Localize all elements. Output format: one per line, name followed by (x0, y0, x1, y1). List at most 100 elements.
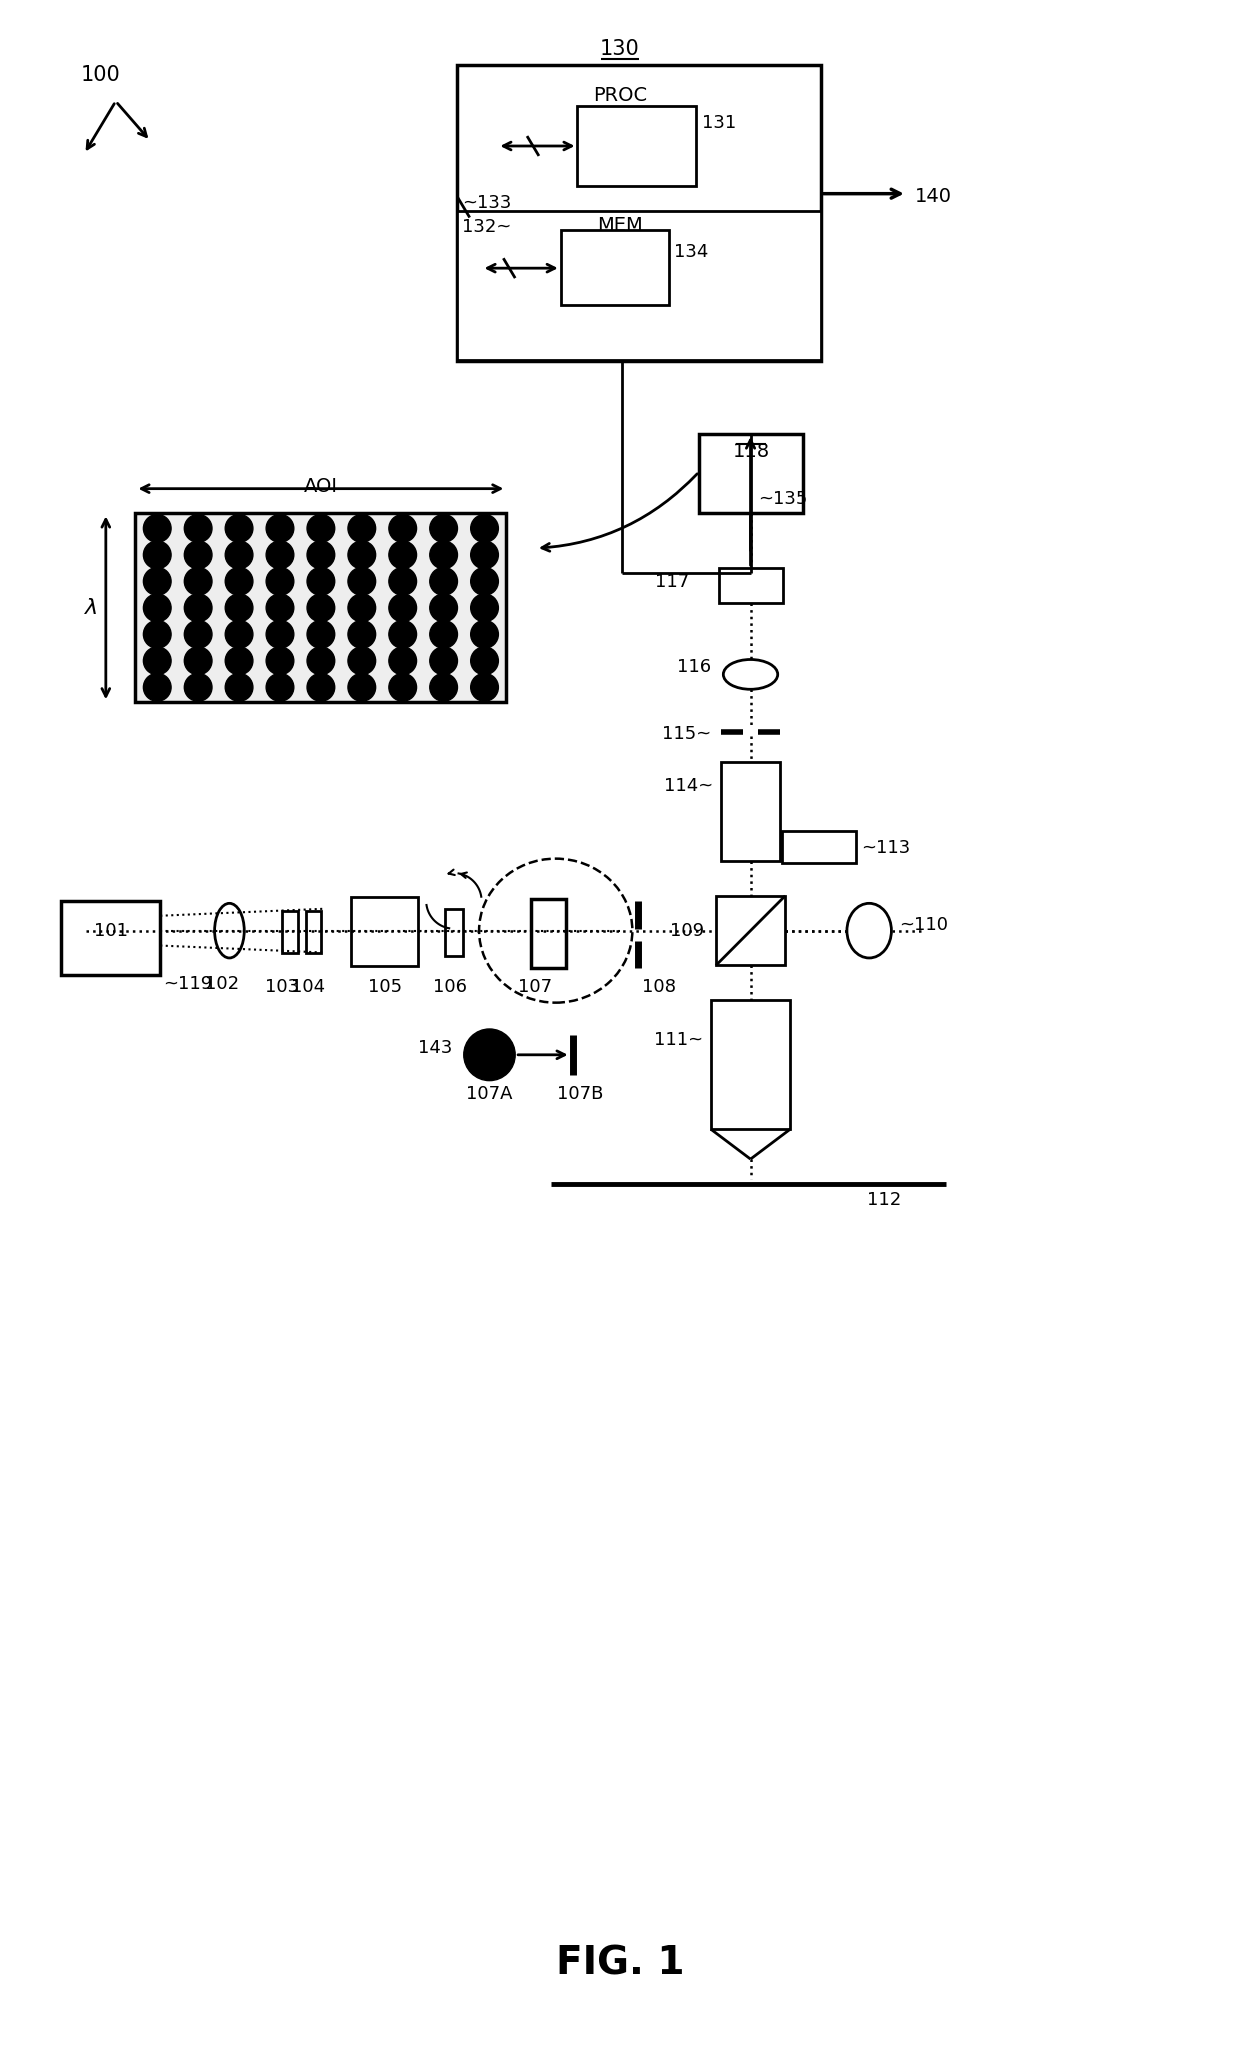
Circle shape (308, 567, 335, 595)
Text: 102: 102 (206, 975, 239, 994)
Bar (719, 569, 784, 604)
Circle shape (308, 673, 335, 702)
Text: 117: 117 (655, 573, 689, 591)
Text: ~133: ~133 (461, 193, 511, 211)
Bar (456, 211, 821, 359)
Circle shape (226, 620, 253, 649)
Bar (61, 901, 160, 975)
Circle shape (267, 567, 294, 595)
Text: ~119: ~119 (164, 975, 212, 994)
Text: 107: 107 (518, 979, 552, 996)
Bar (135, 513, 506, 702)
Text: FIG. 1: FIG. 1 (556, 1944, 684, 1983)
Circle shape (348, 567, 376, 595)
Text: ~135: ~135 (759, 489, 807, 507)
Text: 104: 104 (291, 979, 326, 996)
Circle shape (226, 542, 253, 569)
Circle shape (471, 542, 498, 569)
Circle shape (267, 647, 294, 675)
Circle shape (308, 542, 335, 569)
Text: 107A: 107A (466, 1084, 512, 1102)
Text: 103: 103 (265, 979, 299, 996)
Circle shape (348, 647, 376, 675)
Bar (305, 912, 321, 953)
Text: 111~: 111~ (653, 1031, 703, 1049)
Text: PROC: PROC (593, 86, 647, 105)
Text: 106: 106 (433, 979, 467, 996)
Text: 130: 130 (600, 39, 640, 60)
Text: ~113: ~113 (862, 840, 910, 858)
Text: MEM: MEM (598, 216, 642, 234)
Bar (560, 230, 670, 306)
Circle shape (471, 567, 498, 595)
Text: 132~: 132~ (461, 218, 511, 236)
Circle shape (226, 515, 253, 542)
Circle shape (389, 647, 417, 675)
Circle shape (185, 593, 212, 622)
Text: 107B: 107B (557, 1084, 604, 1102)
Bar (445, 909, 463, 957)
Text: AOI: AOI (304, 476, 337, 495)
Circle shape (144, 515, 171, 542)
Text: 105: 105 (367, 979, 402, 996)
Circle shape (144, 567, 171, 595)
Text: 116: 116 (677, 659, 711, 675)
Circle shape (471, 647, 498, 675)
Circle shape (430, 542, 458, 569)
Circle shape (308, 620, 335, 649)
Circle shape (348, 593, 376, 622)
Circle shape (348, 542, 376, 569)
Circle shape (348, 620, 376, 649)
Bar (699, 433, 804, 513)
Bar (456, 64, 821, 361)
Circle shape (226, 673, 253, 702)
Circle shape (144, 593, 171, 622)
Circle shape (348, 673, 376, 702)
Text: 101: 101 (94, 922, 128, 940)
Circle shape (185, 515, 212, 542)
Circle shape (389, 673, 417, 702)
Circle shape (185, 647, 212, 675)
Circle shape (348, 515, 376, 542)
Bar (720, 762, 780, 860)
Text: 114~: 114~ (663, 776, 713, 795)
Bar (711, 1000, 790, 1129)
Circle shape (144, 542, 171, 569)
Circle shape (430, 515, 458, 542)
FancyArrowPatch shape (542, 474, 697, 550)
Circle shape (144, 647, 171, 675)
Text: 109: 109 (670, 922, 704, 940)
Circle shape (144, 673, 171, 702)
Bar (351, 897, 418, 967)
Text: 112: 112 (867, 1191, 901, 1209)
Bar (531, 899, 565, 969)
Bar (715, 895, 785, 965)
Text: 140: 140 (915, 187, 951, 205)
Circle shape (430, 673, 458, 702)
Circle shape (471, 515, 498, 542)
Text: ~110: ~110 (899, 916, 947, 934)
Circle shape (430, 647, 458, 675)
Circle shape (185, 542, 212, 569)
Circle shape (267, 593, 294, 622)
Circle shape (267, 515, 294, 542)
Text: 108: 108 (642, 979, 676, 996)
Bar (782, 831, 857, 862)
Circle shape (185, 567, 212, 595)
Circle shape (226, 567, 253, 595)
Circle shape (430, 567, 458, 595)
Circle shape (267, 542, 294, 569)
Text: 143: 143 (418, 1039, 451, 1057)
Circle shape (430, 620, 458, 649)
Text: 118: 118 (733, 441, 770, 462)
Circle shape (389, 542, 417, 569)
Circle shape (389, 593, 417, 622)
Circle shape (267, 620, 294, 649)
Circle shape (144, 620, 171, 649)
Circle shape (471, 620, 498, 649)
Circle shape (389, 620, 417, 649)
Circle shape (471, 593, 498, 622)
Circle shape (389, 515, 417, 542)
Text: $\lambda$: $\lambda$ (84, 597, 98, 618)
Bar (578, 107, 696, 185)
